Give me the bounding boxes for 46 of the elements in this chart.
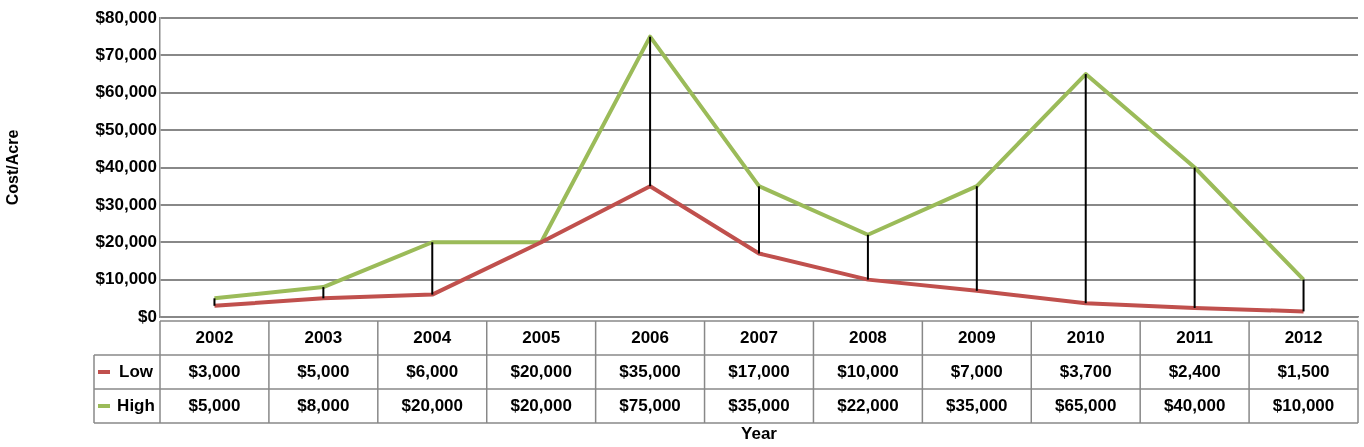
data-label: $35,000	[728, 395, 790, 415]
x-tick-label: 2004	[413, 327, 452, 347]
x-tick-label: 2010	[1066, 327, 1105, 347]
data-label: $5,000	[297, 361, 350, 381]
y-tick-label: $70,000	[95, 45, 157, 65]
y-tick-label: $0	[138, 306, 157, 326]
data-label: $3,000	[188, 361, 241, 381]
x-tick-label: 2003	[304, 327, 343, 347]
y-tick-label: $10,000	[95, 269, 157, 289]
legend-label: Low	[119, 361, 154, 381]
data-label: $20,000	[510, 395, 572, 415]
data-label: $22,000	[837, 395, 899, 415]
data-label: $2,400	[1168, 361, 1221, 381]
data-label: $8,000	[297, 395, 350, 415]
data-label: $20,000	[401, 395, 463, 415]
data-label: $20,000	[510, 361, 572, 381]
data-label: $1,500	[1277, 361, 1330, 381]
y-axis-title: Cost/Acre	[4, 129, 22, 206]
data-label: $10,000	[1272, 395, 1335, 415]
data-label: $75,000	[619, 395, 681, 415]
x-tick-label: 2005	[522, 327, 561, 347]
data-label: $35,000	[946, 395, 1008, 415]
data-label: $10,000	[837, 361, 899, 381]
data-label: $3,700	[1059, 361, 1112, 381]
y-tick-label: $40,000	[95, 157, 157, 177]
x-tick-label: 2006	[631, 327, 669, 347]
x-tick-label: 2007	[740, 327, 778, 347]
x-tick-label: 2011	[1176, 327, 1214, 347]
data-label: $17,000	[728, 361, 790, 381]
x-axis-title: Year	[741, 424, 778, 444]
data-label: $7,000	[950, 361, 1003, 381]
data-label: $40,000	[1163, 395, 1226, 415]
y-tick-label: $80,000	[95, 7, 157, 27]
y-tick-label: $50,000	[95, 119, 157, 139]
x-tick-label: 2009	[957, 327, 996, 347]
y-tick-label: $20,000	[95, 231, 157, 251]
x-tick-label: 2002	[195, 327, 234, 347]
y-tick-label: $60,000	[95, 82, 157, 102]
x-tick-label: 2008	[849, 327, 887, 347]
data-label: $65,000	[1055, 395, 1117, 415]
data-label: $35,000	[619, 361, 681, 381]
y-tick-label: $30,000	[95, 194, 157, 214]
data-label: $6,000	[406, 361, 459, 381]
legend-label: High	[117, 395, 155, 415]
x-tick-label: 2012	[1284, 327, 1323, 347]
data-label: $5,000	[188, 395, 241, 415]
